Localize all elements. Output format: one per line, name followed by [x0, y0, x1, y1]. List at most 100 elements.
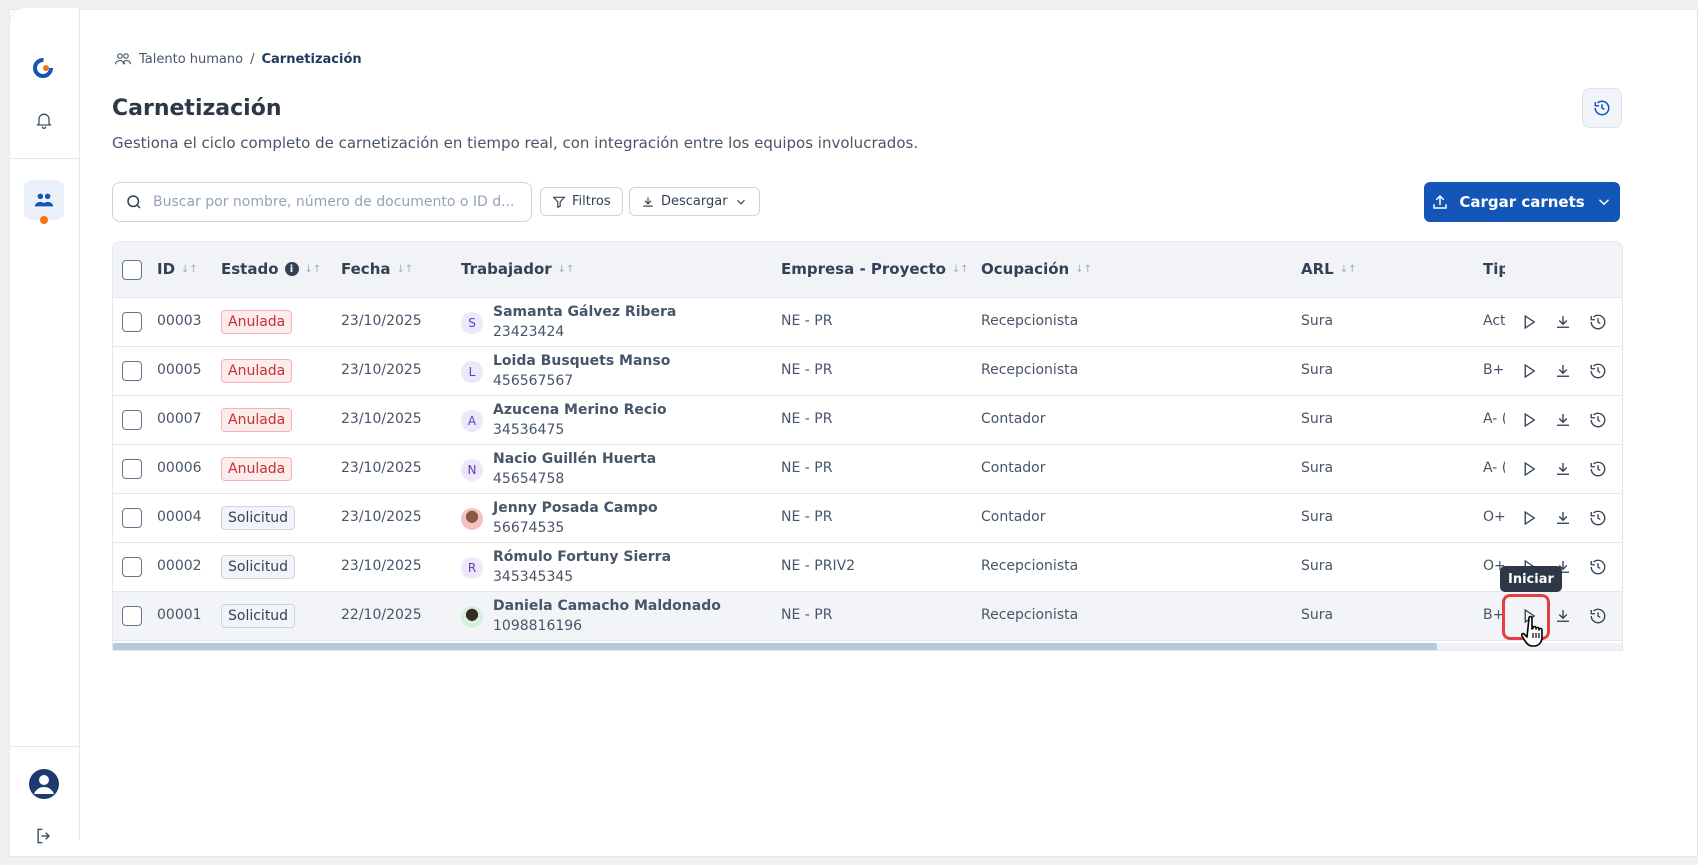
history-icon[interactable] — [1586, 506, 1610, 530]
search-box[interactable] — [112, 182, 532, 222]
table-row[interactable]: 00006 Anulada 23/10/2025 N Nacio Guillén… — [113, 445, 1622, 494]
history-icon[interactable] — [1586, 555, 1610, 579]
avatar: R — [461, 557, 483, 579]
row-empresa: NE - PRIV2 — [781, 558, 856, 574]
logout-icon[interactable] — [24, 816, 64, 856]
play-icon[interactable] — [1517, 310, 1541, 334]
table-row[interactable]: 00002 Solicitud 23/10/2025 R Rómulo Fort… — [113, 543, 1622, 592]
worker-document: 23423424 — [493, 324, 565, 340]
row-fecha: 23/10/2025 — [341, 362, 422, 378]
row-checkbox[interactable] — [122, 410, 142, 430]
history-button[interactable] — [1582, 88, 1622, 128]
table-row[interactable]: 00007 Anulada 23/10/2025 A Azucena Merin… — [113, 396, 1622, 445]
history-icon[interactable] — [1586, 408, 1610, 432]
select-all-checkbox[interactable] — [122, 260, 142, 280]
row-checkbox[interactable] — [122, 361, 142, 381]
table-row[interactable]: 00004 Solicitud 23/10/2025 Jenny Posada … — [113, 494, 1622, 543]
bell-icon[interactable] — [24, 100, 64, 140]
row-ocupacion: Recepcionista — [981, 607, 1079, 623]
row-tipo: A- ( — [1483, 460, 1505, 476]
worker-name: Azucena Merino Recio — [493, 402, 667, 418]
header-id[interactable]: ID ↓↑ — [157, 260, 198, 278]
row-empresa: NE - PR — [781, 509, 833, 525]
row-id: 00002 — [157, 558, 202, 574]
download-icon[interactable] — [1551, 506, 1575, 530]
row-fecha: 23/10/2025 — [341, 509, 422, 525]
worker-document: 456567567 — [493, 373, 574, 389]
download-icon[interactable] — [1551, 604, 1575, 628]
upload-carnets-button[interactable]: Cargar carnets — [1424, 182, 1620, 222]
header-fecha[interactable]: Fecha ↓↑ — [341, 260, 414, 278]
worker-document: 45654758 — [493, 471, 565, 487]
row-tipo: Act — [1483, 313, 1505, 329]
play-icon[interactable] — [1517, 359, 1541, 383]
row-checkbox[interactable] — [122, 606, 142, 626]
breadcrumb-current: Carnetización — [261, 51, 362, 67]
user-avatar-icon[interactable] — [24, 764, 64, 804]
download-icon[interactable] — [1551, 457, 1575, 481]
status-badge: Anulada — [221, 310, 293, 334]
page-subtitle: Gestiona el ciclo completo de carnetizac… — [112, 134, 919, 152]
avatar: S — [461, 312, 483, 334]
breadcrumb-parent[interactable]: Talento humano — [139, 51, 244, 67]
header-ocupacion[interactable]: Ocupación ↓↑ — [981, 260, 1092, 278]
worker-name: Nacio Guillén Huerta — [493, 451, 657, 467]
header-trabajador[interactable]: Trabajador ↓↑ — [461, 260, 575, 278]
avatar — [461, 508, 483, 530]
row-arl: Sura — [1301, 313, 1334, 329]
history-icon[interactable] — [1586, 457, 1610, 481]
upload-label: Cargar carnets — [1459, 193, 1585, 211]
header-tipo[interactable]: Tip — [1483, 260, 1505, 278]
scrollbar-thumb[interactable] — [113, 643, 1437, 650]
row-id: 00001 — [157, 607, 202, 623]
row-ocupacion: Recepcionista — [981, 558, 1079, 574]
play-icon[interactable] — [1517, 408, 1541, 432]
header-arl[interactable]: ARL ↓↑ — [1301, 260, 1357, 278]
upload-icon — [1433, 194, 1448, 209]
status-badge: Solicitud — [221, 506, 296, 530]
sidebar-divider — [10, 158, 80, 159]
status-badge: Anulada — [221, 408, 293, 432]
sort-icon: ↓↑ — [1075, 263, 1092, 275]
team-icon — [114, 53, 132, 65]
play-icon[interactable] — [1517, 457, 1541, 481]
row-checkbox[interactable] — [122, 312, 142, 332]
history-icon[interactable] — [1586, 604, 1610, 628]
status-badge: Anulada — [221, 457, 293, 481]
download-label: Descargar — [661, 194, 728, 209]
row-ocupacion: Recepcionista — [981, 362, 1079, 378]
download-icon[interactable] — [1551, 310, 1575, 334]
row-tipo: O+ — [1483, 509, 1505, 525]
table-row[interactable]: 00005 Anulada 23/10/2025 L Loida Busquet… — [113, 347, 1622, 396]
sort-icon: ↓↑ — [557, 263, 575, 275]
filters-button[interactable]: Filtros — [540, 187, 623, 216]
row-empresa: NE - PR — [781, 411, 833, 427]
play-icon[interactable] — [1517, 506, 1541, 530]
sort-icon: ↓↑ — [396, 263, 414, 275]
logo-icon[interactable] — [24, 48, 64, 88]
avatar: L — [461, 361, 483, 383]
status-badge: Solicitud — [221, 555, 296, 579]
row-checkbox[interactable] — [122, 557, 142, 577]
header-estado[interactable]: Estado i ↓↑ — [221, 260, 322, 278]
row-arl: Sura — [1301, 509, 1334, 525]
users-icon[interactable] — [24, 180, 64, 220]
row-checkbox[interactable] — [122, 459, 142, 479]
breadcrumb: Talento humano / Carnetización — [114, 51, 362, 67]
row-checkbox[interactable] — [122, 508, 142, 528]
history-icon[interactable] — [1586, 359, 1610, 383]
row-ocupacion: Contador — [981, 411, 1046, 427]
download-icon[interactable] — [1551, 408, 1575, 432]
history-icon[interactable] — [1586, 310, 1610, 334]
table-row[interactable]: 00001 Solicitud 22/10/2025 Daniela Camac… — [113, 592, 1622, 641]
worker-name: Jenny Posada Campo — [493, 500, 658, 516]
download-button[interactable]: Descargar — [629, 187, 760, 216]
horizontal-scrollbar[interactable] — [113, 643, 1622, 650]
search-input[interactable] — [153, 194, 513, 210]
download-icon[interactable] — [1551, 359, 1575, 383]
header-empresa[interactable]: Empresa - Proyecto ↓↑ — [781, 260, 969, 278]
info-icon[interactable]: i — [284, 262, 299, 276]
avatar: A — [461, 410, 483, 432]
row-empresa: NE - PR — [781, 313, 833, 329]
table-row[interactable]: 00003 Anulada 23/10/2025 S Samanta Gálve… — [113, 298, 1622, 347]
